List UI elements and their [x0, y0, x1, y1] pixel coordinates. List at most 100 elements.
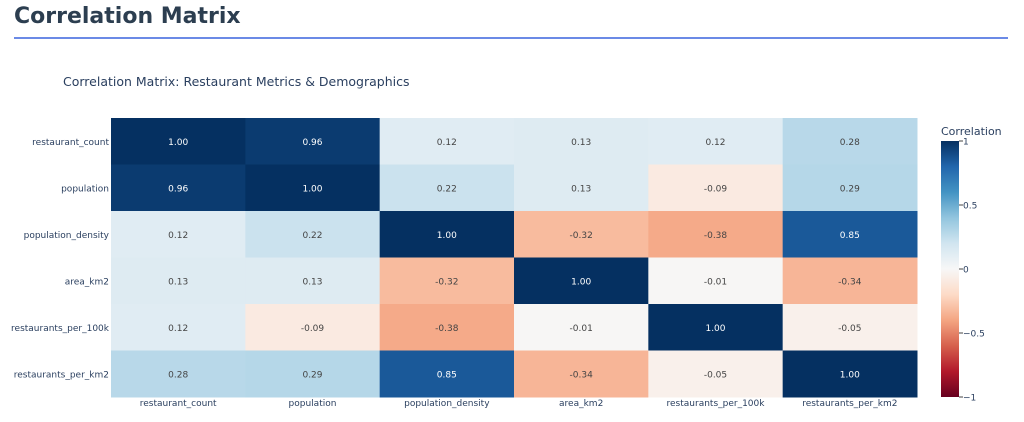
cell-value-label: 0.29	[302, 370, 322, 380]
y-tick-label: population_density	[24, 231, 110, 241]
heatmap-cell	[245, 304, 381, 351]
cell-value-label: 1.00	[571, 277, 591, 287]
heatmap-cell	[514, 257, 649, 305]
cell-value-label: 0.12	[168, 324, 188, 334]
cell-value-label: 0.12	[705, 138, 725, 148]
heatmap-cell	[514, 164, 649, 212]
y-tick-label: restaurants_per_km2	[14, 370, 109, 380]
cell-value-label: 0.12	[437, 138, 457, 148]
heatmap-cell	[111, 164, 246, 212]
cell-value-label: 0.96	[302, 138, 322, 148]
cell-value-label: 1.00	[302, 184, 322, 194]
x-axis-labels: restaurant_count population population_den…	[140, 399, 898, 409]
colorbar: Correlation 1 0.5 0 −0.5 −1	[941, 125, 1002, 404]
heatmap-cell	[245, 350, 381, 398]
heatmap-cell	[111, 304, 246, 351]
cell-value-label: 0.13	[302, 277, 322, 287]
cell-value-label: 1.00	[437, 231, 457, 241]
heatmap-cell	[782, 211, 918, 258]
cell-value-label: 0.28	[840, 138, 860, 148]
y-tick-label: area_km2	[65, 277, 109, 287]
heatmap-cell	[111, 118, 246, 165]
cell-value-label: -0.38	[435, 324, 459, 334]
heatmap-cell	[782, 304, 918, 351]
cell-value-label: 0.85	[437, 370, 457, 380]
cell-value-label: 0.13	[168, 277, 188, 287]
cell-value-label: 1.00	[705, 324, 725, 334]
colorbar-tick-label: 0	[963, 266, 969, 276]
cell-value-label: -0.34	[570, 370, 594, 380]
cell-value-label: 0.13	[571, 138, 591, 148]
heatmap-cell	[648, 304, 784, 351]
cell-value-label: 0.12	[168, 231, 188, 241]
x-tick-label: area_km2	[559, 399, 603, 409]
cell-value-label: 0.22	[302, 231, 322, 241]
colorbar-gradient	[941, 141, 959, 397]
colorbar-ticks: 1 0.5 0 −0.5 −1	[959, 138, 985, 404]
cell-value-label: 0.13	[571, 184, 591, 194]
cell-value-label: 0.85	[840, 231, 860, 241]
heatmap-cell	[245, 118, 381, 165]
heatmap-cell	[379, 304, 515, 351]
heatmap-cell	[514, 304, 649, 351]
heatmap-cell	[111, 211, 246, 258]
heatmap-cell	[379, 164, 515, 212]
heatmap-cell	[514, 350, 649, 398]
heatmap-cell	[782, 350, 918, 398]
page-title: Correlation Matrix	[14, 4, 241, 29]
cell-value-label: -0.38	[704, 231, 728, 241]
cell-value-label: -0.32	[570, 231, 593, 241]
cell-value-label: -0.09	[704, 184, 728, 194]
heatmap-cell	[648, 118, 784, 165]
y-tick-label: restaurant_count	[32, 138, 109, 148]
chart-title: Correlation Matrix: Restaurant Metrics &…	[63, 74, 410, 89]
heatmap-cell	[245, 164, 381, 212]
heatmap-cell	[514, 118, 649, 165]
heatmap-cell	[111, 257, 246, 305]
heatmap-cell	[245, 257, 381, 305]
cell-value-label: 1.00	[840, 370, 860, 380]
cell-value-label: -0.01	[704, 277, 727, 287]
x-tick-label: population_density	[404, 399, 490, 409]
heatmap-cell	[782, 118, 918, 165]
heatmap-cell	[379, 257, 515, 305]
cell-value-label: 0.22	[437, 184, 457, 194]
heatmap-cell	[782, 164, 918, 212]
cell-value-label: 1.00	[168, 138, 188, 148]
y-tick-label: population	[61, 184, 109, 194]
x-tick-label: population	[289, 399, 337, 409]
title-divider	[14, 37, 1008, 39]
heatmap-cell	[782, 257, 918, 305]
colorbar-title: Correlation	[941, 125, 1002, 138]
y-tick-label: restaurants_per_100k	[11, 324, 110, 334]
heatmap-cell	[648, 211, 784, 258]
heatmap-cell	[648, 350, 784, 398]
colorbar-tick-label: 0.5	[963, 202, 977, 212]
heatmap-cell	[111, 350, 246, 398]
cell-value-label: -0.05	[704, 370, 727, 380]
heatmap-cells: 1.00 0.96 0.12 0.13 0.12 0.28 0.96 1.00 0.22 0.13…	[111, 118, 918, 398]
cell-value-label: -0.01	[570, 324, 593, 334]
cell-value-label: -0.09	[301, 324, 325, 334]
heatmap-cell	[379, 211, 515, 258]
heatmap-cell	[648, 164, 784, 212]
y-axis-labels: restaurant_count population population_den…	[11, 138, 110, 381]
cell-value-label: -0.32	[435, 277, 458, 287]
heatmap-cell	[245, 211, 381, 258]
colorbar-tick-label: −0.5	[963, 330, 985, 340]
heatmap-cell	[379, 118, 515, 165]
cell-value-label: 0.28	[168, 370, 188, 380]
cell-value-label: 0.96	[168, 184, 188, 194]
cell-value-label: -0.34	[838, 277, 862, 287]
colorbar-tick-label: 1	[963, 138, 969, 148]
cell-value-label: -0.05	[838, 324, 861, 334]
heatmap-cell	[648, 257, 784, 305]
colorbar-tick-label: −1	[963, 394, 976, 404]
x-tick-label: restaurants_per_km2	[802, 399, 897, 409]
x-tick-label: restaurant_count	[140, 399, 217, 409]
x-tick-label: restaurants_per_100k	[667, 399, 766, 409]
cell-value-label: 0.29	[840, 184, 860, 194]
heatmap-cell	[379, 350, 515, 398]
heatmap-cell	[514, 211, 649, 258]
